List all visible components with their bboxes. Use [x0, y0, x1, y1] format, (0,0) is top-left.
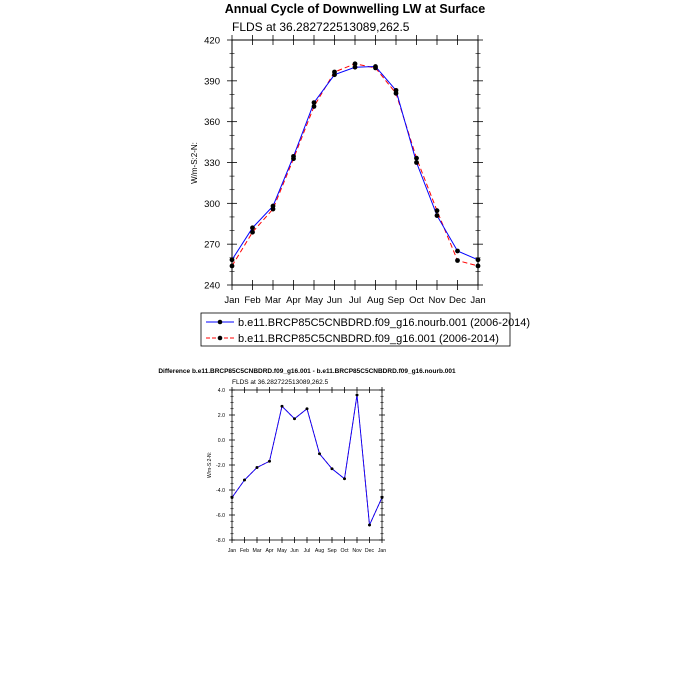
x-tick-label: Jul — [349, 295, 361, 306]
data-point-marker — [270, 206, 276, 212]
annual-cycle-chart: Annual Cycle of Downwelling LW at Surfac… — [190, 2, 530, 347]
x-tick-label: Jun — [327, 295, 342, 306]
data-point-marker — [330, 467, 334, 471]
data-point-marker — [280, 404, 284, 408]
data-point-marker — [455, 248, 460, 254]
data-point-marker — [455, 258, 460, 263]
legend-marker-urb — [217, 335, 223, 341]
x-tick-label: Sep — [388, 295, 405, 306]
data-point-marker — [414, 160, 419, 165]
chart1-legend: b.e11.BRCP85C5CNBDRD.f09_g16.nourb.001 (… — [200, 312, 530, 347]
x-tick-label: May — [277, 548, 287, 554]
x-tick-label: Jan — [228, 548, 236, 554]
x-tick-label: Jul — [304, 548, 311, 554]
y-tick-label: -2.0 — [216, 463, 225, 469]
data-point-marker — [291, 156, 296, 162]
data-point-marker — [243, 478, 246, 482]
y-tick-label: 0.0 — [218, 438, 225, 444]
chart1-title: Annual Cycle of Downwelling LW at Surfac… — [225, 2, 485, 16]
data-point-marker — [352, 61, 358, 67]
x-tick-label: Jan — [378, 548, 386, 554]
x-tick-label: May — [305, 295, 323, 306]
data-point-marker — [250, 229, 255, 235]
y-tick-label: 4.0 — [218, 388, 225, 394]
chart1-ylabel: W/m-S:2-N: — [190, 142, 199, 184]
data-point-marker — [434, 208, 440, 214]
chart2-title: Difference b.e11.BRCP85C5CNBDRD.f09_g16.… — [158, 368, 456, 375]
x-tick-label: Dec — [449, 295, 466, 306]
chart1-plot-frame — [231, 39, 479, 286]
x-tick-label: Apr — [265, 548, 273, 554]
x-tick-label: Jan — [224, 295, 239, 306]
data-point-marker — [355, 393, 359, 397]
data-point-marker — [268, 459, 271, 463]
data-point-marker — [393, 90, 399, 96]
data-point-marker — [475, 263, 481, 269]
y-tick-label: -8.0 — [216, 538, 225, 544]
legend-box — [200, 312, 511, 347]
data-point-marker — [250, 225, 255, 231]
x-tick-label: Mar — [265, 295, 281, 306]
chart2-subtitle: FLDS at 36.282722513089,262.5 — [232, 379, 329, 386]
y-tick-label: 360 — [204, 117, 220, 128]
data-point-marker — [229, 257, 235, 263]
data-point-marker — [414, 155, 419, 161]
data-point-marker — [255, 466, 259, 469]
x-tick-label: Sep — [327, 548, 336, 554]
y-tick-label: 2.0 — [218, 413, 225, 419]
data-point-marker — [305, 407, 309, 411]
data-point-marker — [318, 452, 321, 456]
x-tick-label: Nov — [352, 548, 362, 554]
y-tick-label: 300 — [204, 199, 220, 210]
data-point-marker — [332, 69, 337, 75]
x-tick-label: Feb — [240, 548, 249, 554]
data-point-marker — [229, 263, 235, 269]
y-tick-label: 390 — [204, 76, 220, 87]
data-point-marker — [311, 104, 317, 109]
data-point-marker — [230, 496, 234, 499]
x-tick-label: Nov — [429, 295, 446, 306]
x-tick-label: Aug — [315, 548, 324, 554]
chart2-plot-frame — [231, 389, 383, 541]
series-line-dashed — [231, 63, 479, 267]
x-tick-label: Feb — [244, 295, 260, 306]
data-point-marker — [368, 523, 371, 527]
x-tick-label: Oct — [340, 548, 349, 554]
legend-label-nourb: b.e11.BRCP85C5CNBDRD.f09_g16.nourb.001 (… — [238, 317, 530, 329]
series-line-solid — [231, 394, 383, 527]
y-tick-label: 240 — [204, 281, 220, 292]
y-tick-label: -4.0 — [216, 488, 225, 494]
x-tick-label: Apr — [286, 295, 301, 306]
data-point-marker — [352, 64, 358, 70]
x-tick-label: Jan — [470, 295, 485, 306]
data-point-marker — [373, 65, 378, 71]
y-tick-label: 420 — [204, 36, 220, 47]
legend-label-urb: b.e11.BRCP85C5CNBDRD.f09_g16.001 (2006-2… — [238, 333, 499, 345]
series-line-solid — [231, 66, 479, 261]
data-point-marker — [343, 477, 346, 481]
x-tick-label: Aug — [367, 295, 384, 306]
chart2-ylabel: W/m-S:2-N: — [207, 452, 213, 478]
x-tick-label: Dec — [365, 548, 375, 554]
data-point-marker — [311, 100, 317, 106]
data-point-marker — [434, 213, 440, 218]
x-tick-label: Oct — [409, 295, 424, 306]
series-line-dashed — [231, 394, 383, 527]
data-point-marker — [293, 417, 296, 421]
difference-chart: Difference b.e11.BRCP85C5CNBDRD.f09_g16.… — [158, 368, 456, 554]
data-point-marker — [475, 257, 481, 263]
data-point-marker — [380, 496, 384, 499]
y-tick-label: 330 — [204, 158, 220, 169]
y-tick-label: -6.0 — [216, 513, 225, 519]
chart1-subtitle: FLDS at 36.282722513089,262.5 — [232, 20, 410, 34]
x-tick-label: Mar — [253, 548, 262, 554]
x-tick-label: Jun — [290, 548, 298, 554]
y-tick-label: 270 — [204, 240, 220, 251]
legend-marker-nourb — [217, 319, 223, 325]
